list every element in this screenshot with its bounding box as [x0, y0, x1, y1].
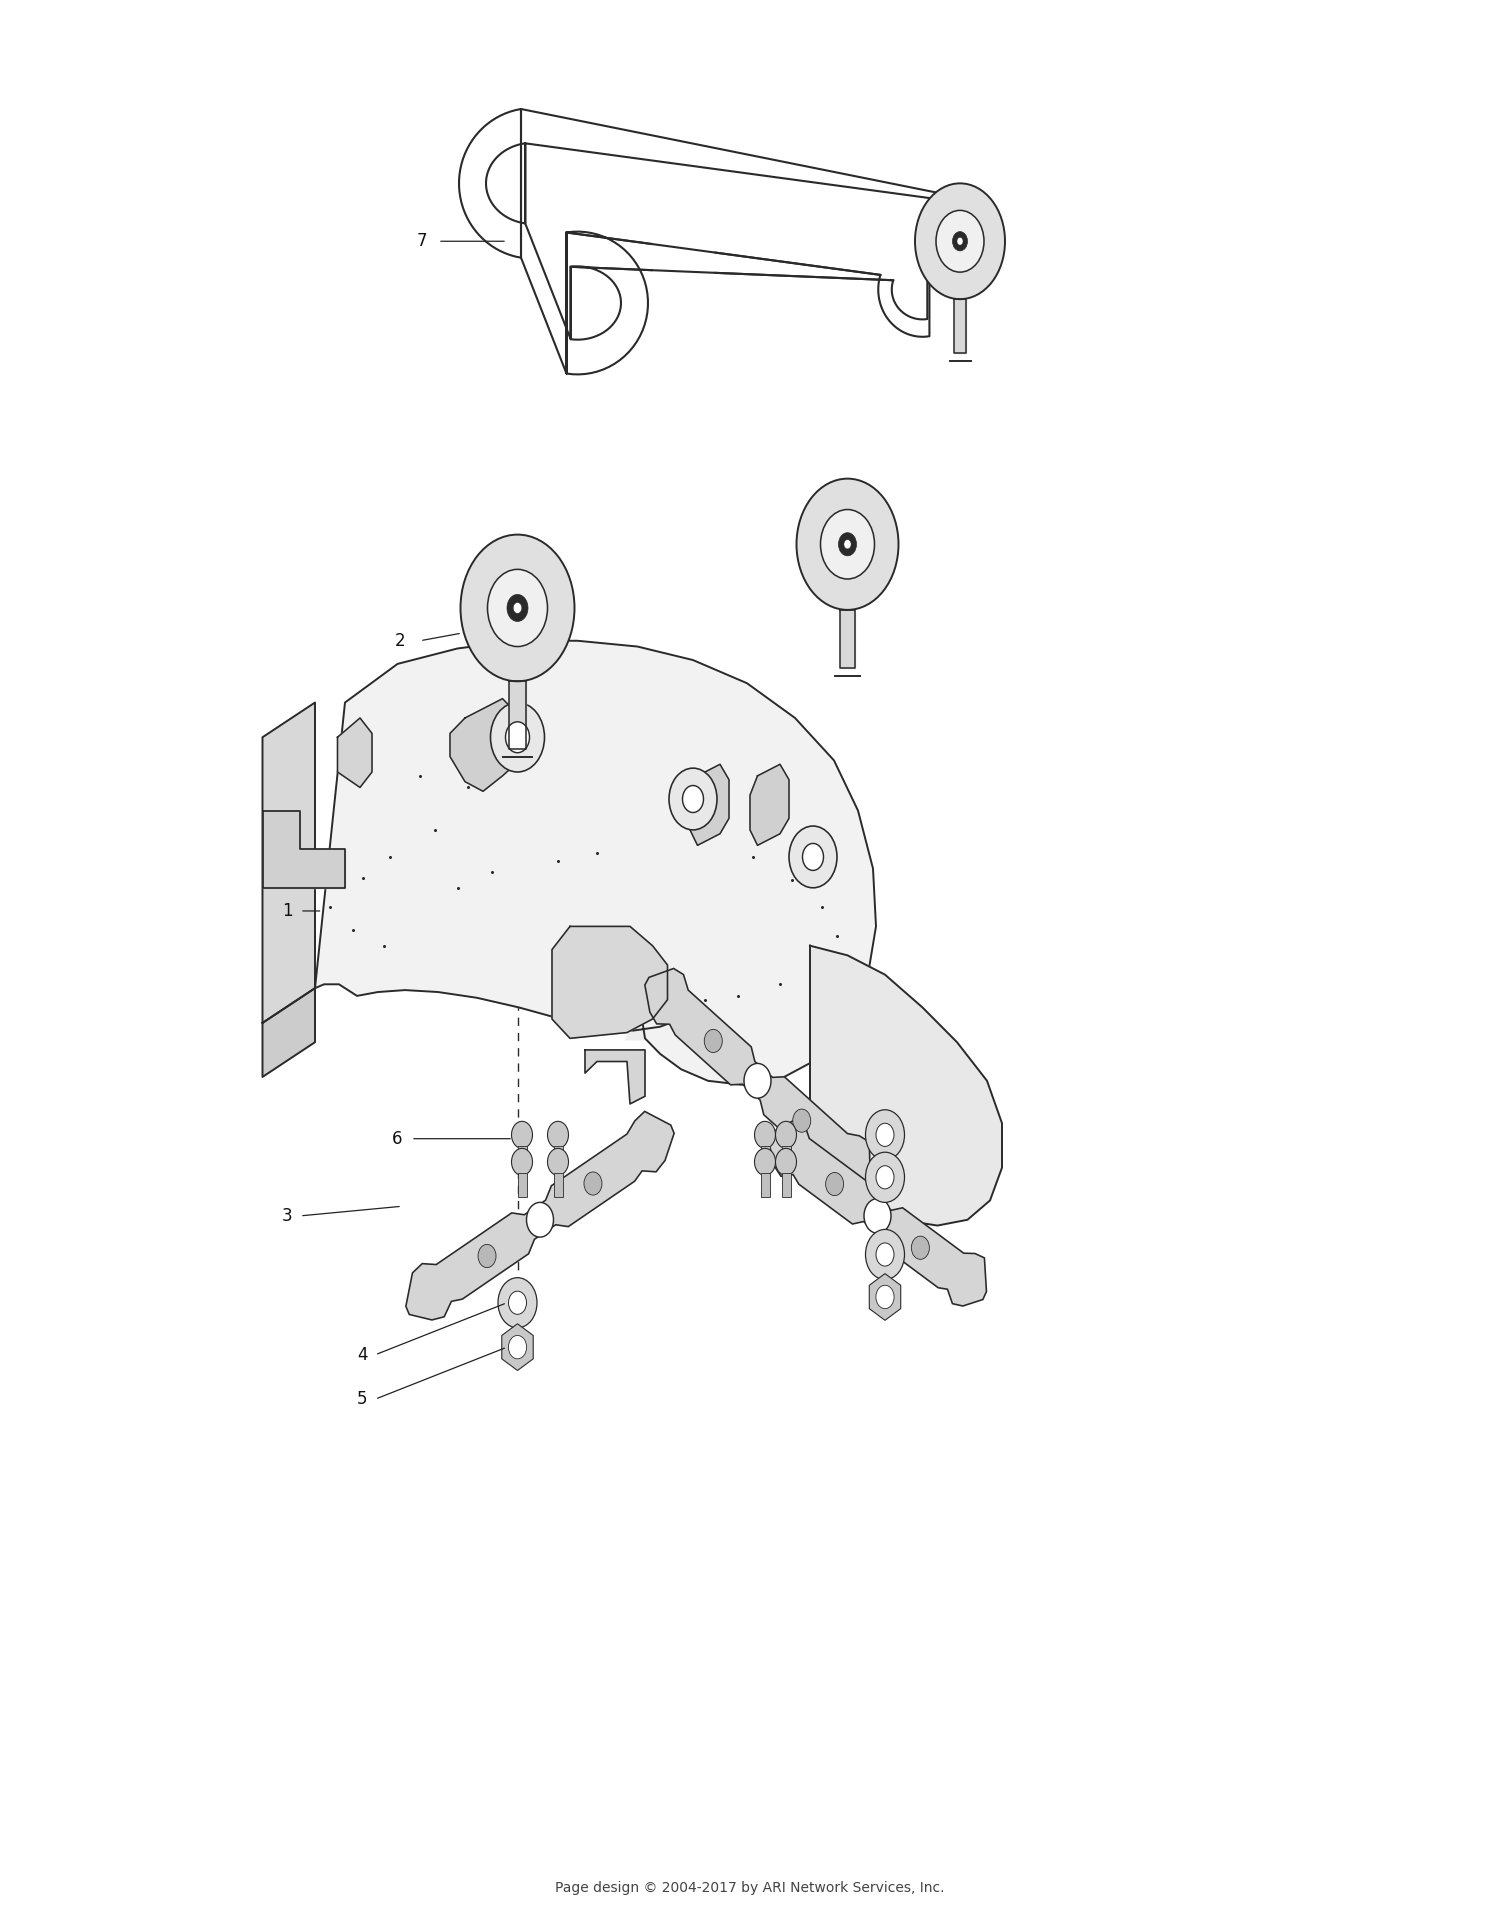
- Text: Page design © 2004-2017 by ARI Network Services, Inc.: Page design © 2004-2017 by ARI Network S…: [555, 1880, 945, 1895]
- Text: 6: 6: [392, 1129, 402, 1148]
- Circle shape: [952, 232, 968, 251]
- Circle shape: [876, 1123, 894, 1146]
- Circle shape: [509, 1291, 526, 1314]
- Polygon shape: [406, 1112, 674, 1320]
- Circle shape: [865, 1152, 904, 1202]
- Circle shape: [844, 540, 850, 548]
- Circle shape: [705, 1029, 723, 1052]
- Text: 4: 4: [357, 1345, 368, 1365]
- Polygon shape: [870, 1274, 900, 1320]
- Circle shape: [876, 1285, 894, 1309]
- Polygon shape: [690, 764, 729, 845]
- Bar: [760, 1173, 770, 1197]
- Circle shape: [669, 768, 717, 830]
- Text: 7: 7: [417, 232, 428, 251]
- Polygon shape: [503, 1324, 532, 1370]
- Circle shape: [865, 1229, 904, 1280]
- Circle shape: [682, 786, 703, 813]
- Circle shape: [498, 1278, 537, 1328]
- Polygon shape: [810, 946, 1002, 1226]
- Circle shape: [548, 1121, 568, 1148]
- Polygon shape: [338, 718, 372, 787]
- Text: 3: 3: [282, 1206, 292, 1226]
- Bar: [782, 1146, 790, 1170]
- Polygon shape: [954, 299, 966, 353]
- Circle shape: [865, 1110, 904, 1160]
- Text: 2: 2: [394, 631, 405, 650]
- Circle shape: [512, 1121, 532, 1148]
- Circle shape: [915, 183, 1005, 299]
- Circle shape: [754, 1121, 776, 1148]
- Circle shape: [796, 479, 898, 610]
- Polygon shape: [262, 988, 315, 1077]
- Circle shape: [912, 1237, 930, 1260]
- Circle shape: [792, 1110, 810, 1133]
- Circle shape: [512, 1148, 532, 1175]
- Polygon shape: [315, 641, 876, 1085]
- Polygon shape: [509, 681, 526, 749]
- Bar: [782, 1173, 790, 1197]
- Polygon shape: [450, 699, 518, 791]
- Text: 1: 1: [282, 901, 292, 921]
- Circle shape: [460, 535, 574, 681]
- Circle shape: [864, 1199, 891, 1233]
- Circle shape: [507, 594, 528, 621]
- Text: ARI: ARI: [624, 940, 876, 1067]
- Circle shape: [825, 1172, 843, 1195]
- Circle shape: [584, 1172, 602, 1195]
- Circle shape: [876, 1243, 894, 1266]
- Circle shape: [490, 703, 544, 772]
- Polygon shape: [262, 811, 345, 888]
- Polygon shape: [840, 610, 855, 668]
- Circle shape: [802, 843, 824, 870]
- Circle shape: [957, 237, 963, 245]
- Circle shape: [821, 510, 874, 579]
- Circle shape: [509, 1336, 526, 1359]
- Text: 5: 5: [357, 1390, 368, 1409]
- Polygon shape: [645, 969, 870, 1187]
- Circle shape: [548, 1148, 568, 1175]
- Circle shape: [513, 602, 522, 614]
- Circle shape: [876, 1166, 894, 1189]
- Circle shape: [488, 569, 548, 647]
- Circle shape: [526, 1202, 554, 1237]
- Circle shape: [776, 1148, 796, 1175]
- Bar: [554, 1146, 562, 1170]
- Polygon shape: [552, 926, 668, 1038]
- Bar: [554, 1173, 562, 1197]
- Circle shape: [754, 1148, 776, 1175]
- Circle shape: [936, 210, 984, 272]
- Circle shape: [478, 1245, 496, 1268]
- Circle shape: [744, 1063, 771, 1098]
- Circle shape: [839, 533, 856, 556]
- Polygon shape: [652, 216, 712, 293]
- Circle shape: [789, 826, 837, 888]
- Polygon shape: [768, 1119, 987, 1307]
- Bar: [760, 1146, 770, 1170]
- Polygon shape: [262, 703, 315, 1023]
- Circle shape: [506, 722, 530, 753]
- Polygon shape: [585, 1050, 645, 1104]
- Polygon shape: [750, 764, 789, 845]
- Circle shape: [776, 1121, 796, 1148]
- Bar: [518, 1146, 526, 1170]
- Bar: [518, 1173, 526, 1197]
